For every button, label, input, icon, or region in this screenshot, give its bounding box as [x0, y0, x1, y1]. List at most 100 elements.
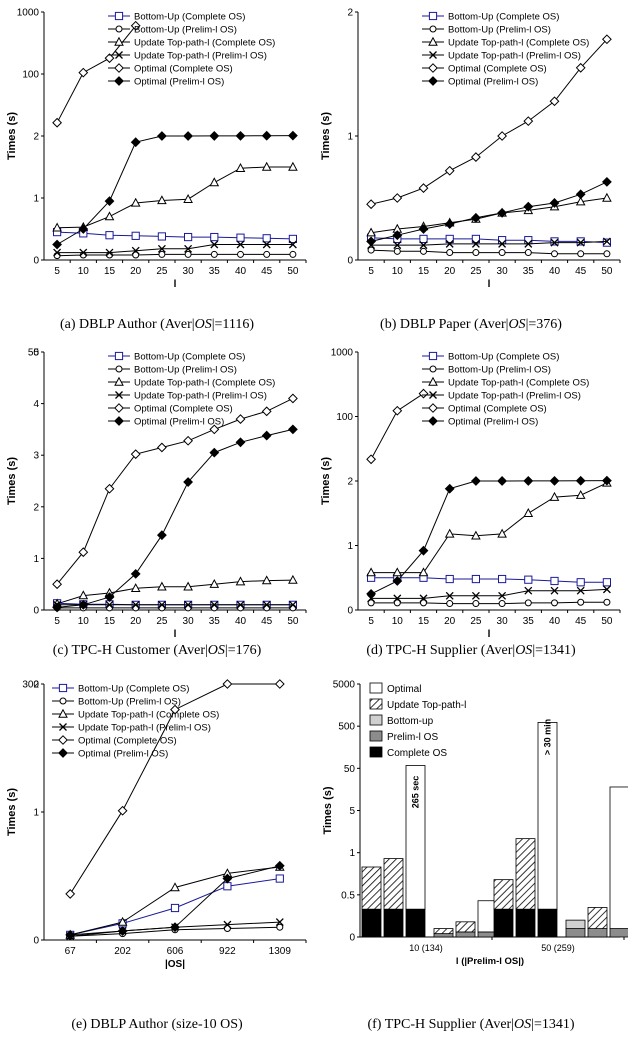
y-tick-label: 2: [33, 680, 39, 691]
series-line: [371, 482, 608, 574]
x-tick-label: 10: [392, 266, 404, 277]
series-line: [57, 428, 294, 608]
legend-label: Optimal (Prelim-l OS): [448, 77, 538, 88]
data-point: [446, 249, 454, 257]
data-point: [550, 238, 559, 247]
x-tick-label: 50: [601, 266, 613, 277]
data-point: [444, 219, 455, 229]
data-point: [156, 530, 167, 541]
data-point: [550, 586, 559, 595]
x-tick-label: 5: [368, 266, 374, 277]
legend-marker: [114, 63, 124, 73]
data-point: [602, 578, 611, 587]
caption-b: (b) DBLP Paper (Aver|OS|=376): [314, 317, 628, 333]
x-tick-label: 30: [497, 266, 509, 277]
data-point: [524, 575, 533, 584]
x-tick-label: 25: [470, 616, 482, 627]
caption-a-prefix: (a) DBLP Author (Aver|: [59, 317, 195, 332]
legend-marker: [114, 351, 124, 361]
data-point: [470, 152, 481, 162]
data-point: [130, 449, 141, 460]
y-tick-label: 50: [28, 348, 40, 359]
data-point: [237, 604, 244, 612]
y-axis-label: Times (s): [6, 457, 18, 505]
data-point: [210, 250, 218, 258]
data-point: [472, 249, 480, 257]
data-point: [471, 239, 480, 248]
data-point: [52, 602, 63, 613]
caption-a-suffix: |=1116): [211, 317, 255, 332]
legend-marker: [429, 51, 437, 59]
x-tick-label: 606: [167, 946, 184, 957]
series-line: [371, 240, 607, 246]
data-point: [79, 248, 88, 257]
data-point: [392, 193, 403, 203]
data-point: [262, 240, 271, 249]
data-point: [524, 586, 533, 595]
x-tick-label: 20: [444, 266, 456, 277]
bar-segment: [433, 933, 454, 938]
data-point: [577, 250, 585, 258]
data-point: [393, 599, 401, 607]
data-point: [445, 574, 454, 584]
data-point: [261, 575, 272, 585]
data-point: [130, 137, 141, 148]
data-point: [170, 922, 180, 933]
legend-label: Update Top-path-l (Prelim-l OS): [448, 51, 581, 62]
data-point: [261, 130, 272, 141]
bar-segment: [493, 879, 514, 910]
x-tick-label: 20: [130, 616, 142, 627]
legend-label: Bottom-Up (Prelim-l OS): [134, 25, 237, 36]
legend-marker: [428, 376, 438, 386]
y-tick-label: 100: [22, 70, 39, 81]
caption-b-suffix: |=376): [525, 317, 562, 332]
data-point: [157, 232, 167, 241]
legend-marker: [58, 683, 68, 693]
x-tick-label: 10: [78, 616, 90, 627]
y-tick-label: 1: [33, 554, 39, 565]
legend-marker: [428, 76, 438, 86]
y-tick-label: 1: [347, 541, 353, 552]
data-point: [367, 246, 375, 254]
data-point: [104, 196, 115, 207]
data-point: [366, 227, 376, 237]
caption-f-prefix: (f) TPC-H Supplier (Aver|: [367, 1017, 515, 1032]
legend-marker: [114, 36, 124, 46]
data-point: [287, 424, 298, 435]
legend-marker: [114, 76, 124, 86]
data-point: [444, 483, 455, 494]
bar-segment: [405, 765, 426, 910]
data-point: [183, 435, 194, 446]
legend-label: Optimal (Prelim-l OS): [134, 417, 224, 428]
data-point: [261, 430, 272, 441]
y-tick-label: 0: [33, 256, 39, 267]
data-point: [498, 236, 507, 245]
bar-segment: [537, 908, 558, 938]
data-point: [471, 574, 481, 584]
legend-label: Update Top-path-l (Complete OS): [448, 38, 589, 49]
data-point: [209, 424, 220, 435]
x-tick-label: 45: [575, 616, 587, 627]
data-point: [288, 600, 297, 609]
data-point: [104, 483, 115, 494]
bar-segment: [493, 908, 514, 938]
data-point: [472, 600, 480, 608]
x-tick-label: 5: [368, 616, 374, 627]
chart-panel-f: 0 0.5 1 5 50 500 5000 Times (s) 10 (134) 50 (259)…: [314, 672, 628, 1002]
legend-marker: [429, 391, 437, 399]
data-point: [52, 579, 63, 590]
y-tick-label: 50: [344, 764, 356, 775]
bar-segment: [361, 866, 382, 910]
legend-label: Optimal: [387, 684, 421, 695]
data-point: [366, 454, 377, 465]
x-tick-label: 45: [261, 266, 273, 277]
data-point: [274, 679, 285, 689]
legend-marker: [58, 735, 68, 745]
legend-label: Bottom-Up (Prelim-l OS): [134, 365, 237, 376]
data-point: [418, 224, 429, 234]
caption-b-prefix: (b) DBLP Paper (Aver|: [380, 317, 509, 332]
legend-label: Update Top-path-l (Complete OS): [448, 378, 589, 389]
data-point: [157, 581, 167, 591]
chart-a: 0 1 2 100 1000 Times (s) 5 10 15 20 25 30 35 40 45 50 l B…: [6, 8, 307, 290]
data-point: [445, 234, 454, 244]
